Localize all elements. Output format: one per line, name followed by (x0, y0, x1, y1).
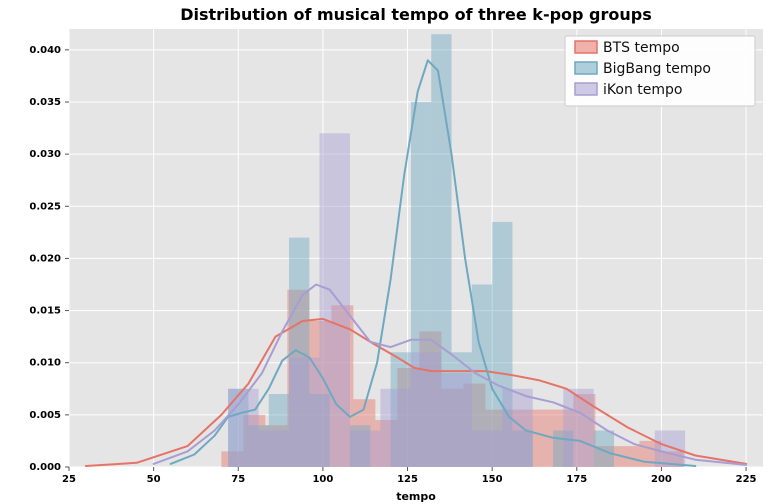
legend-swatch (575, 83, 597, 95)
x-tick-label: 75 (231, 474, 245, 485)
legend: BTS tempo BigBang tempo iKon tempo (565, 36, 755, 106)
x-tick-label: 50 (147, 474, 161, 485)
x-axis-label: tempo (396, 490, 436, 503)
y-axis: 0.000 0.005 0.010 0.015 0.020 0.025 0.030 0.035… (29, 45, 69, 473)
y-tick-label: 0.035 (29, 97, 61, 108)
y-tick-label: 0.030 (29, 149, 61, 160)
legend-label: iKon tempo (603, 82, 682, 98)
y-tick-label: 0.015 (29, 306, 61, 317)
x-axis: 25 50 75 100 125 150 175 200 225 (62, 467, 757, 485)
hist-bar (350, 431, 380, 468)
y-tick-label: 0.020 (29, 253, 61, 264)
hist-bar (289, 358, 319, 468)
legend-label: BTS tempo (603, 40, 680, 56)
legend-label: BigBang tempo (603, 61, 711, 77)
y-tick-label: 0.000 (29, 462, 61, 473)
y-tick-label: 0.040 (29, 45, 61, 56)
x-tick-label: 150 (482, 474, 503, 485)
y-tick-label: 0.005 (29, 410, 61, 421)
x-tick-label: 175 (566, 474, 587, 485)
x-tick-label: 125 (397, 474, 418, 485)
x-tick-label: 100 (312, 474, 333, 485)
hist-bar (502, 389, 532, 467)
x-tick-label: 225 (736, 474, 757, 485)
x-tick-label: 200 (651, 474, 672, 485)
y-tick-label: 0.010 (29, 358, 61, 369)
hist-bar (320, 133, 350, 467)
hist-bar (472, 431, 502, 468)
hist-bar (655, 431, 685, 468)
chart-title: Distribution of musical tempo of three k… (180, 5, 652, 24)
hist-bar (563, 389, 593, 467)
y-tick-label: 0.025 (29, 201, 61, 212)
tempo-distribution-chart: 25 50 75 100 125 150 175 200 225 0.000 0.005 0.010… (0, 0, 778, 504)
legend-swatch (575, 41, 597, 53)
legend-swatch (575, 62, 597, 74)
x-tick-label: 25 (62, 474, 76, 485)
hist-bar (380, 389, 410, 467)
hist-bar (259, 431, 289, 468)
hist-bar (441, 373, 471, 467)
